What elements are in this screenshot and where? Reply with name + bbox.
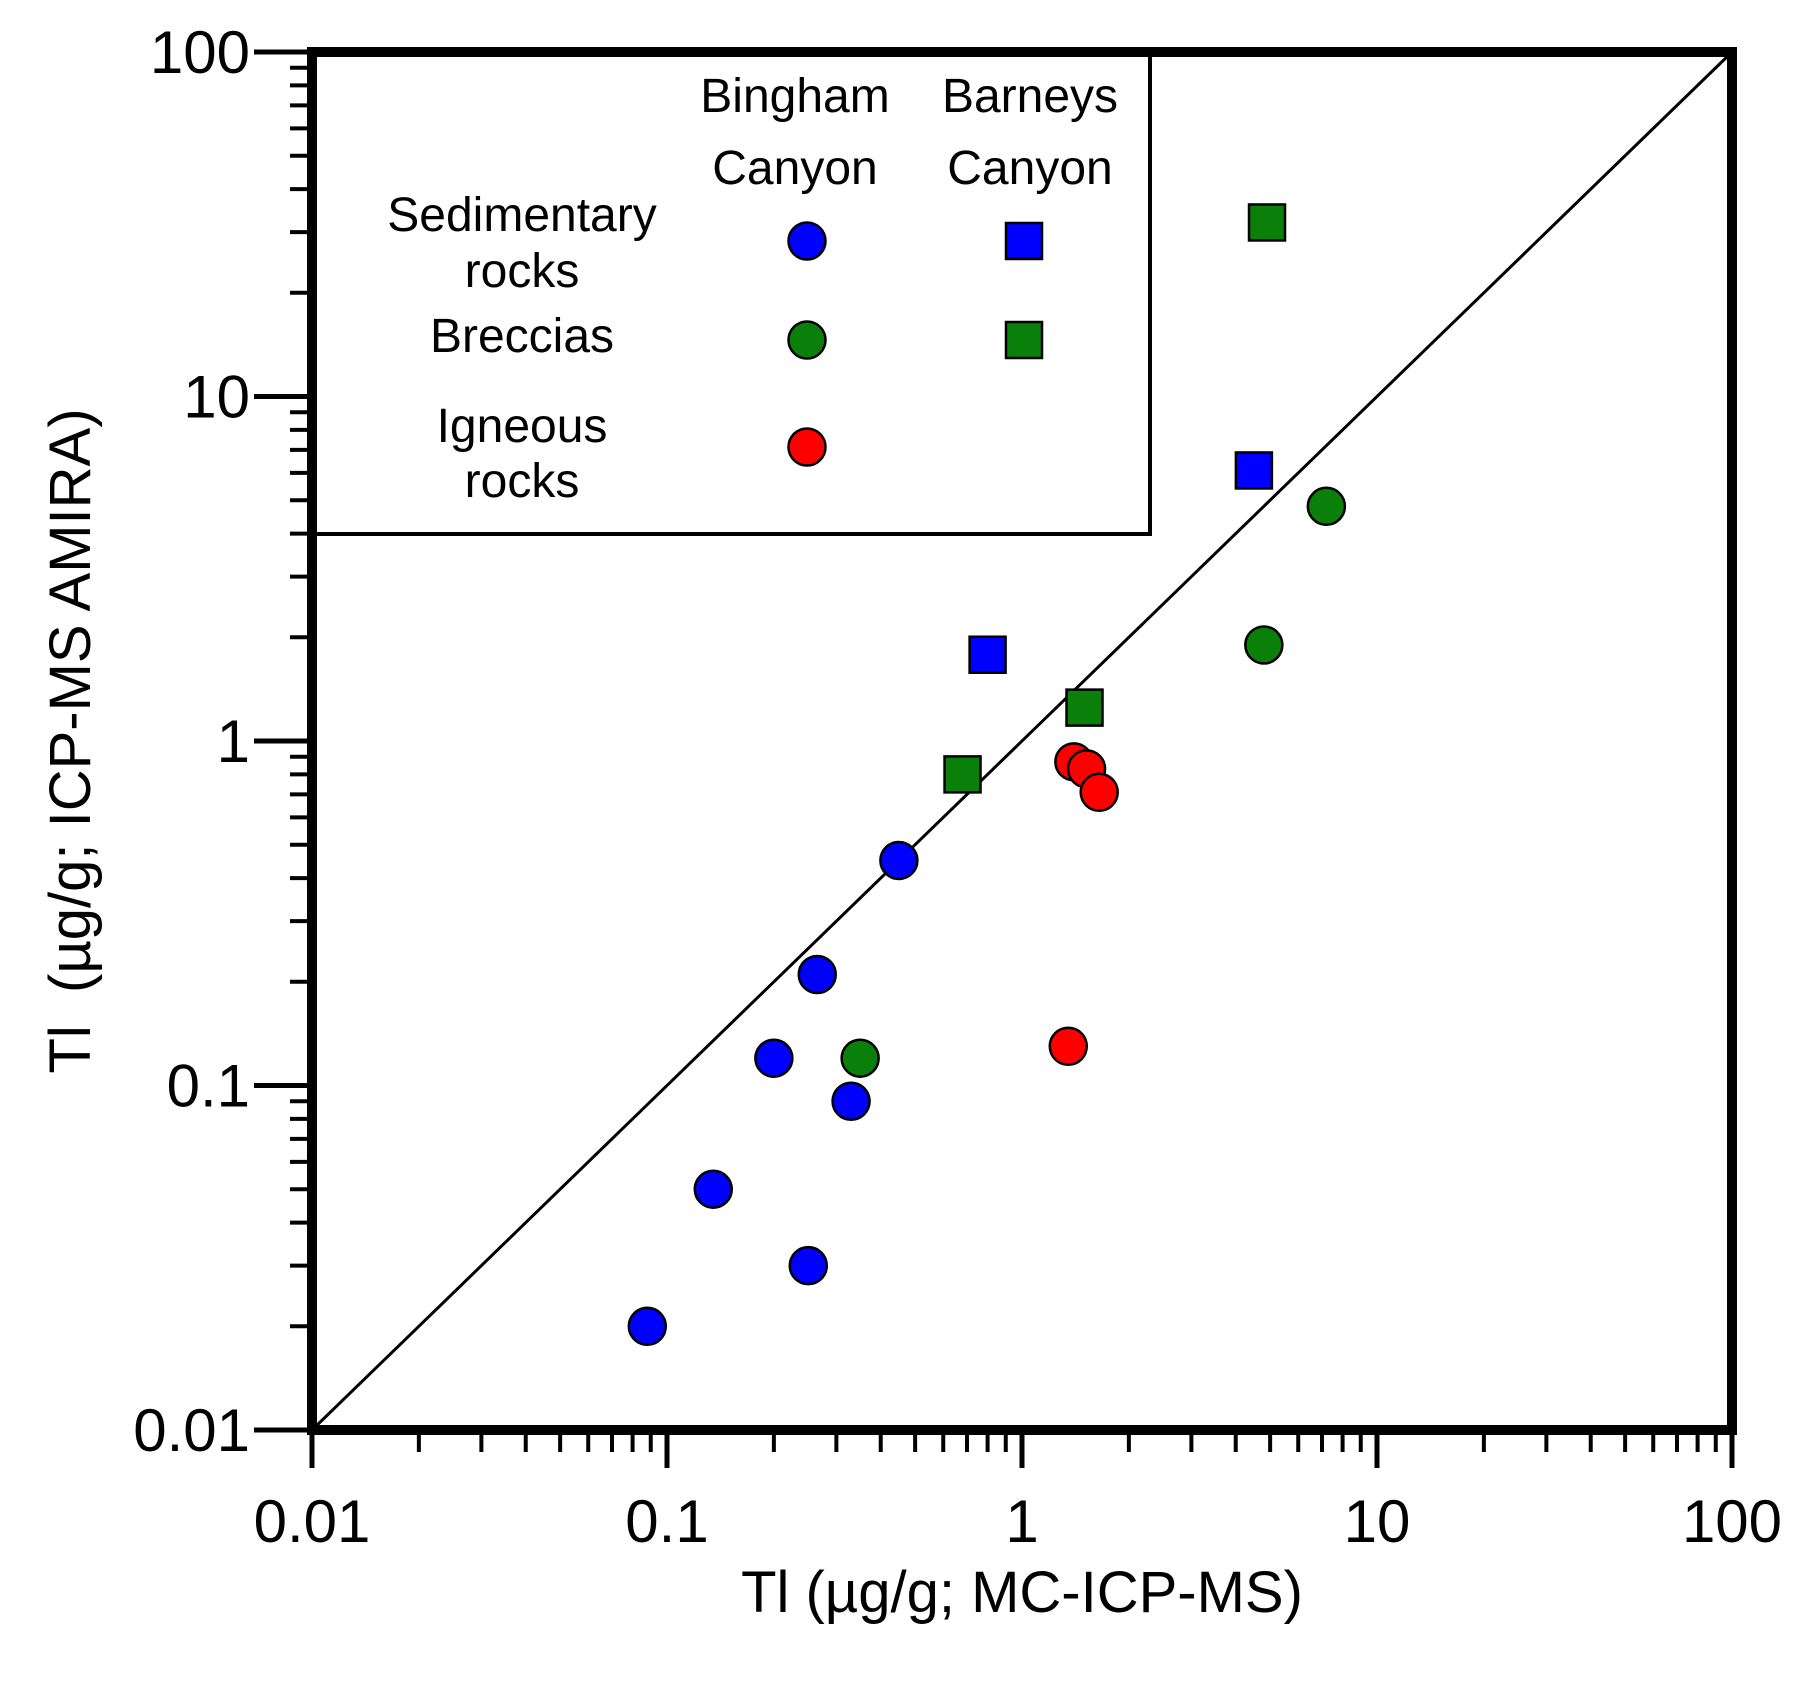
data-point-square (968, 635, 1007, 674)
data-point-circle (1306, 486, 1347, 527)
data-point-circle (788, 1245, 829, 1286)
legend-row-label: Igneous (437, 400, 608, 453)
x-axis-label: Tl (µg/g; MC-ICP-MS) (741, 1560, 1303, 1625)
legend-symbol (787, 427, 827, 467)
data-point-circle (627, 1306, 668, 1347)
x-tick-label: 10 (1344, 1488, 1411, 1555)
data-point-circle (797, 954, 838, 995)
x-tick-label: 100 (1682, 1488, 1782, 1555)
legend-symbol (787, 221, 827, 261)
y-axis-label: Tl (µg/g; ICP-MS AMIRA) (38, 408, 103, 1073)
legend-column-header: Canyon (947, 142, 1112, 195)
data-point-square (943, 755, 982, 794)
x-tick-label: 1 (1005, 1488, 1038, 1555)
legend-symbol (1004, 221, 1044, 261)
data-point-circle (1079, 772, 1119, 812)
data-point-square (1065, 688, 1104, 727)
y-tick-label: 0.1 (167, 1053, 250, 1120)
data-point-circle (831, 1081, 871, 1122)
legend-row-label: rocks (465, 455, 580, 508)
y-tick-label: 0.01 (133, 1397, 250, 1464)
data-point-circle (1244, 625, 1284, 665)
y-tick-label: 10 (183, 364, 250, 431)
y-tick-label: 1 (217, 708, 250, 775)
legend-row-label: Breccias (430, 310, 614, 363)
legend-symbol (1004, 320, 1044, 360)
data-point-circle (879, 840, 919, 881)
legend-symbol (787, 320, 827, 360)
data-point-circle (1048, 1026, 1089, 1066)
data-point-circle (754, 1038, 794, 1078)
legend-row-label: Sedimentary (387, 189, 656, 242)
one-to-one-line (310, 50, 1734, 1432)
x-tick-label: 0.1 (625, 1488, 708, 1555)
legend: BinghamCanyonBarneysCanyonSedimentaryroc… (310, 50, 1152, 536)
x-tick-label: 0.01 (254, 1488, 371, 1555)
y-tick-label: 100 (150, 19, 250, 86)
legend-row-label: rocks (465, 245, 580, 298)
legend-box (310, 50, 1152, 536)
labels-layer: 0.01 0.1 1 10 100 0.01 0.1 1 10 100 Tl (µg/g; MC-I… (38, 19, 1782, 1625)
data-point-circle (693, 1169, 734, 1209)
data-point-square (1247, 203, 1287, 242)
data-point-square (1234, 451, 1274, 490)
legend-column-header: Barneys (942, 70, 1118, 123)
legend-column-header: Bingham (700, 70, 889, 123)
plot-frame (307, 47, 1737, 1435)
plot-frame-layer (307, 47, 1737, 1435)
data-point-circle (840, 1038, 880, 1078)
legend-column-header: Canyon (712, 142, 877, 195)
reference-line-layer (310, 50, 1734, 1432)
data-points (627, 203, 1347, 1347)
